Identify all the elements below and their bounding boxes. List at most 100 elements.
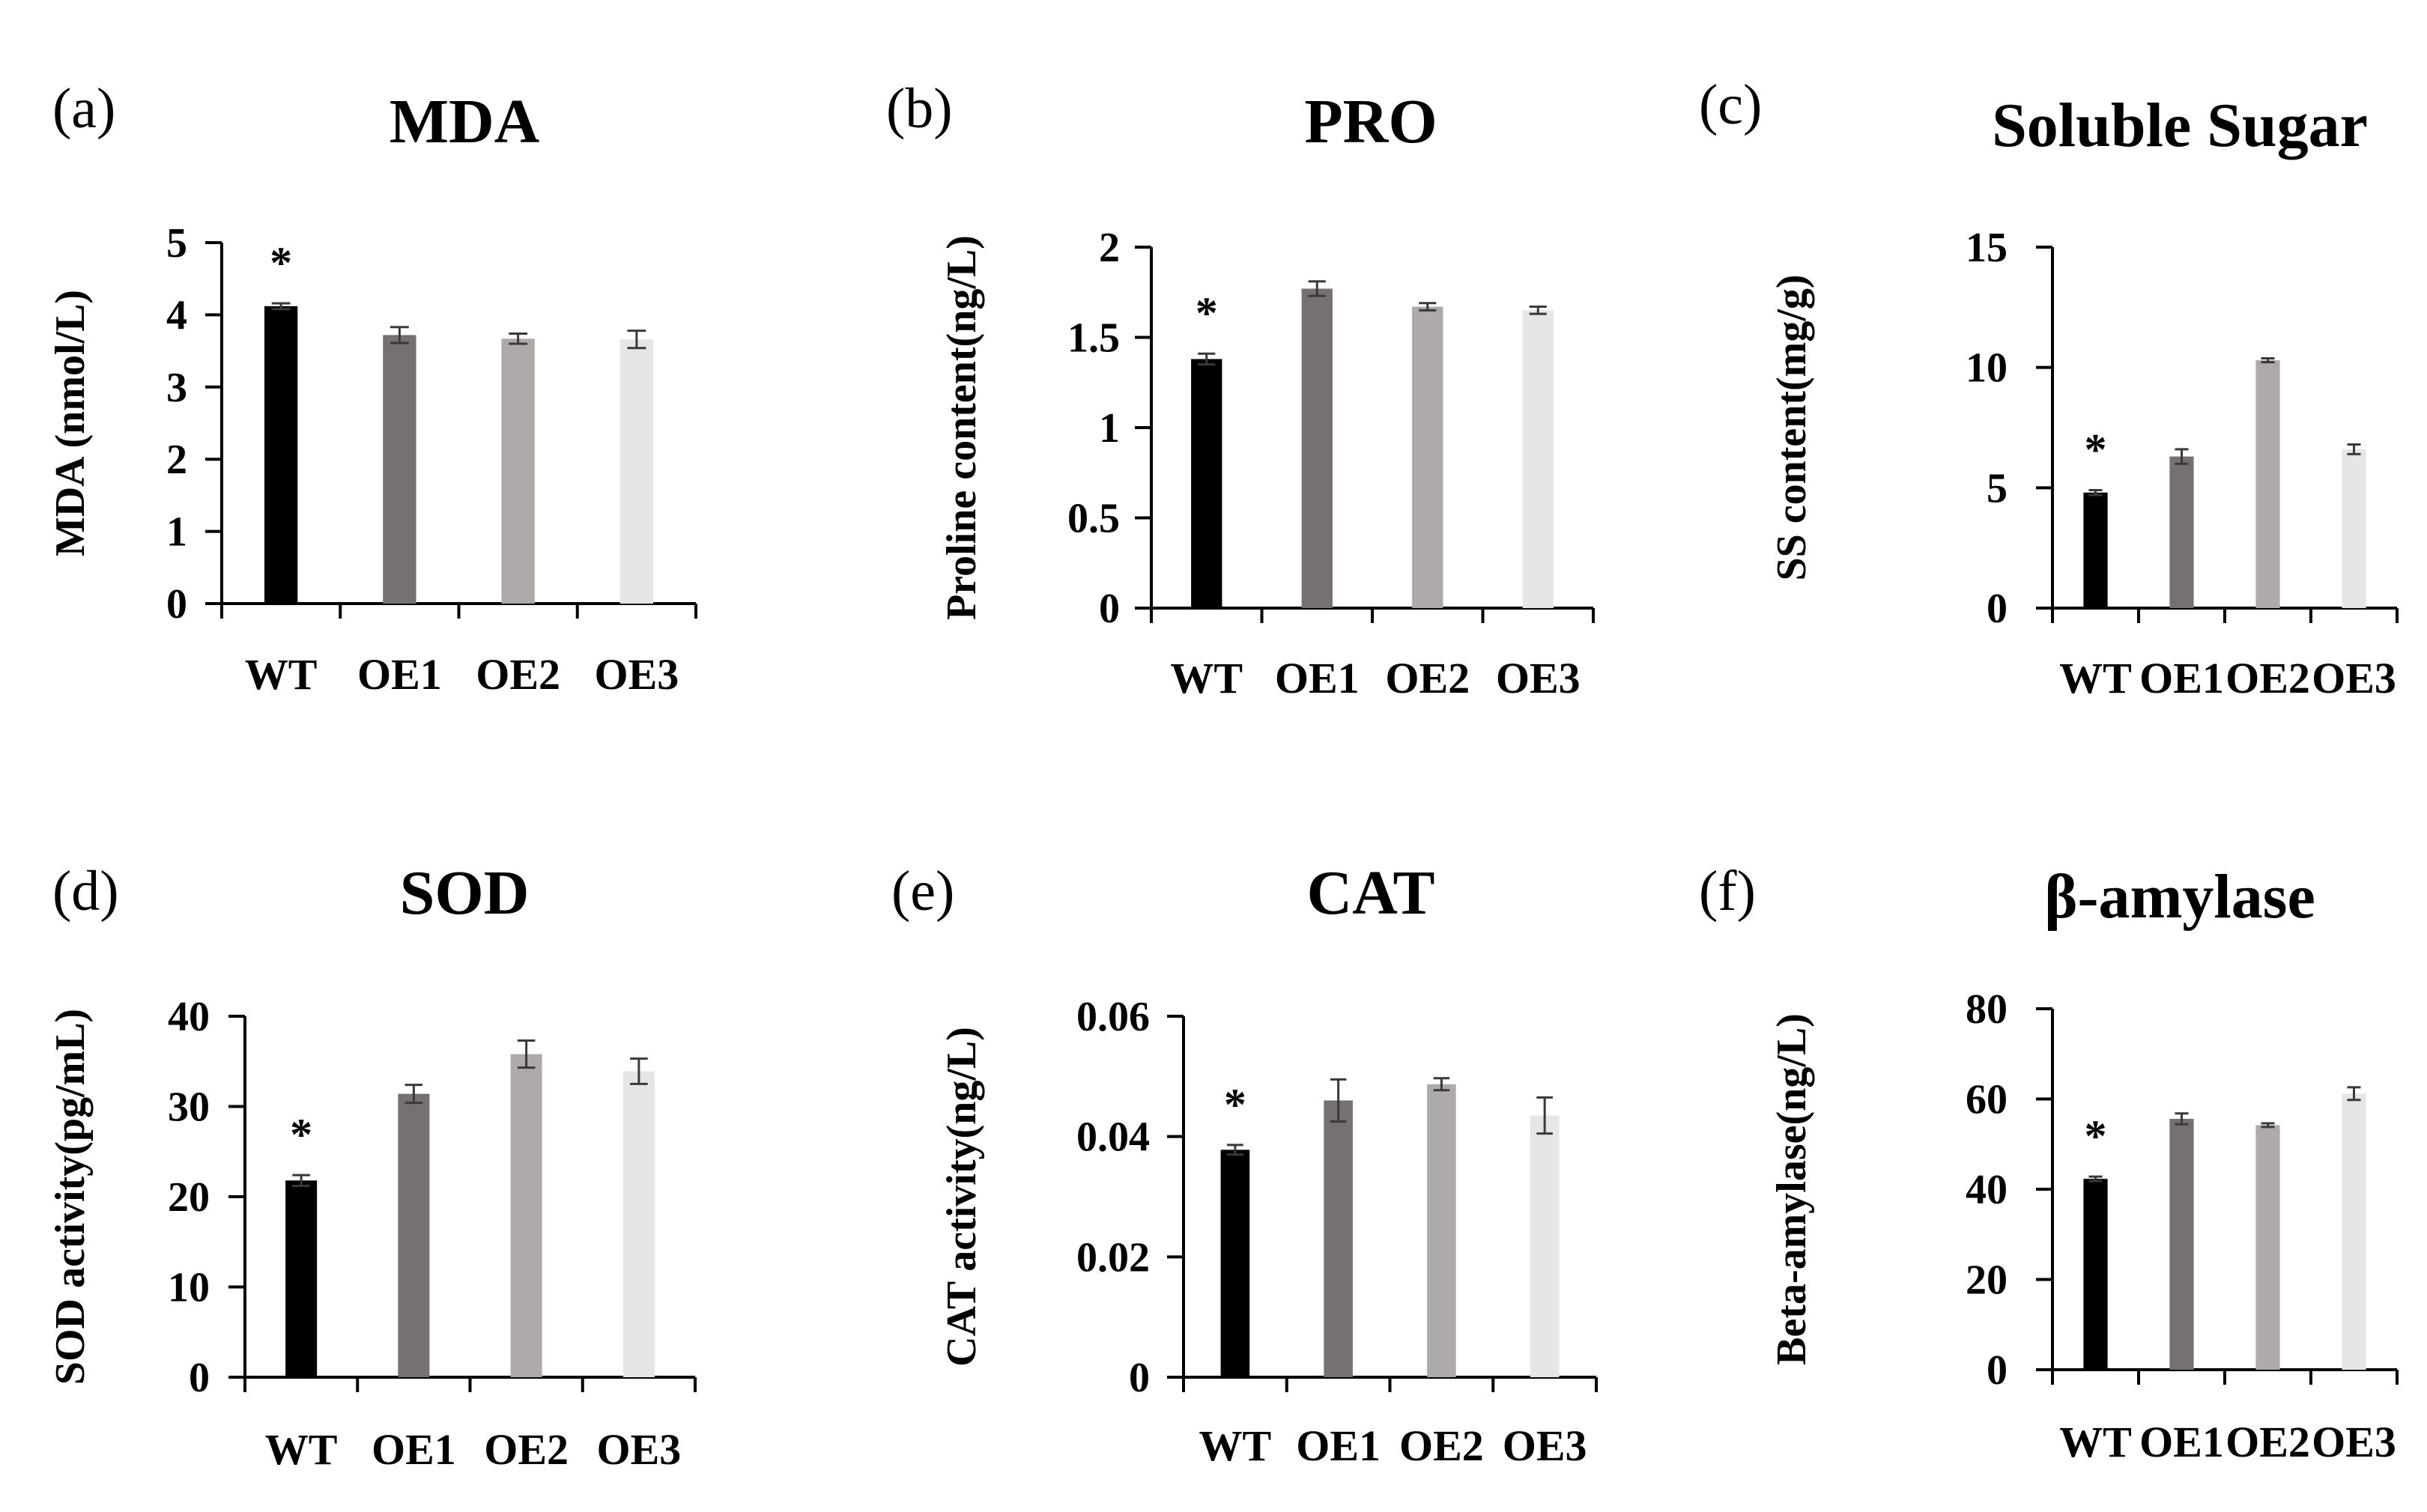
y-tick-label: 15 bbox=[1966, 225, 2008, 271]
bar-wt bbox=[264, 306, 298, 604]
bar-oe1 bbox=[1324, 1100, 1353, 1377]
chart-panel-5: (e) CAT CAT activity(ng/L) 0 0.02 0.04 0.06 * WT… bbox=[891, 858, 1598, 1470]
y-tick-label: 1 bbox=[166, 509, 187, 556]
y-tick-label: 0 bbox=[1129, 1355, 1150, 1401]
bar-oe3 bbox=[619, 339, 654, 604]
x-tick-label: OE3 bbox=[1496, 654, 1581, 702]
bar-oe3 bbox=[2342, 449, 2366, 608]
bar-oe2 bbox=[2255, 360, 2280, 608]
panel-letter: (b) bbox=[886, 77, 953, 140]
bar-oe3 bbox=[622, 1071, 655, 1377]
chart-title: Soluble Sugar bbox=[1992, 91, 2368, 160]
y-tick-label: 0.04 bbox=[1076, 1114, 1150, 1161]
x-tick-label: WT bbox=[2059, 654, 2132, 702]
bar-oe2 bbox=[510, 1054, 542, 1377]
x-tick-label: OE1 bbox=[1296, 1421, 1381, 1470]
chart-title: CAT bbox=[1306, 858, 1434, 928]
bar-oe1 bbox=[398, 1093, 430, 1377]
x-tick-label: OE3 bbox=[596, 1425, 681, 1474]
y-tick-label: 60 bbox=[1966, 1077, 2008, 1123]
chart-panel-1: (a) MDA MDA (nmol/L) 0 1 2 3 4 5 * WT OE1 OE2 OE3 bbox=[47, 77, 697, 699]
y-axis-title: SS content(mg/g) bbox=[1769, 274, 1815, 580]
y-axis-title: CAT activity(ng/L) bbox=[939, 1027, 985, 1367]
chart-title: MDA bbox=[390, 87, 540, 157]
x-tick-label: OE2 bbox=[1399, 1421, 1484, 1470]
y-tick-label: 5 bbox=[1987, 465, 2008, 511]
y-tick-label: 40 bbox=[1966, 1167, 2008, 1213]
x-tick-label: OE2 bbox=[476, 650, 560, 699]
x-tick-label: OE3 bbox=[1503, 1421, 1587, 1470]
chart-panel-6: (f) β-amylase Beta-amylase(ng/L) 0 20 40 60 80 *… bbox=[1699, 860, 2399, 1466]
bar-oe2 bbox=[501, 338, 535, 604]
x-tick-label: OE3 bbox=[2312, 654, 2396, 702]
x-tick-label: OE2 bbox=[484, 1425, 569, 1474]
x-tick-label: OE3 bbox=[594, 650, 679, 699]
bar-wt bbox=[1191, 359, 1222, 608]
y-tick-label: 2 bbox=[166, 437, 187, 483]
y-tick-label: 0 bbox=[1987, 1347, 2008, 1394]
chart-title: PRO bbox=[1304, 87, 1437, 157]
y-tick-label: 40 bbox=[168, 994, 210, 1040]
x-tick-label: OE3 bbox=[2312, 1418, 2396, 1466]
chart-title: β-amylase bbox=[2044, 862, 2315, 932]
significance-marker: * bbox=[1224, 1080, 1246, 1129]
y-tick-label: 80 bbox=[1966, 986, 2008, 1033]
bar-wt bbox=[2083, 492, 2108, 608]
y-tick-label: 0.02 bbox=[1076, 1234, 1150, 1281]
y-tick-label: 3 bbox=[166, 365, 187, 411]
y-tick-label: 0 bbox=[189, 1355, 210, 1401]
significance-marker: * bbox=[1196, 288, 1218, 338]
y-tick-label: 30 bbox=[168, 1084, 210, 1131]
x-tick-label: WT bbox=[1170, 654, 1243, 702]
y-tick-label: 0.5 bbox=[1067, 496, 1120, 542]
chart-panel-3: (c) Soluble Sugar SS content(mg/g) 0 5 10 15 * W… bbox=[1699, 73, 2399, 702]
y-tick-label: 1.5 bbox=[1067, 315, 1120, 362]
x-tick-label: OE1 bbox=[2139, 654, 2224, 702]
y-axis-title: SOD activity(pg/mL) bbox=[47, 1009, 94, 1385]
y-tick-label: 0 bbox=[1987, 586, 2008, 632]
y-tick-label: 5 bbox=[166, 220, 187, 267]
y-tick-label: 10 bbox=[1966, 345, 2008, 392]
y-tick-label: 20 bbox=[168, 1174, 210, 1221]
x-tick-label: WT bbox=[245, 650, 318, 699]
y-tick-label: 10 bbox=[168, 1265, 210, 1311]
bar-wt bbox=[285, 1180, 318, 1377]
bar-oe1 bbox=[2169, 1119, 2194, 1370]
y-tick-label: 0 bbox=[166, 581, 187, 628]
x-tick-label: OE2 bbox=[2225, 654, 2310, 702]
bar-oe2 bbox=[2255, 1125, 2280, 1370]
x-tick-label: OE2 bbox=[1385, 654, 1470, 702]
y-tick-label: 2 bbox=[1099, 225, 1120, 271]
panel-letter: (a) bbox=[52, 77, 115, 140]
bar-oe3 bbox=[2342, 1093, 2366, 1370]
chart-panel-4: (d) SOD SOD activity(pg/mL) 0 10 20 30 40 * WT OE1… bbox=[47, 858, 697, 1474]
significance-marker: * bbox=[2085, 1111, 2107, 1161]
y-tick-label: 0.06 bbox=[1076, 994, 1150, 1040]
panel-letter: (f) bbox=[1699, 860, 1756, 923]
y-axis-title: Beta-amylase(ng/L) bbox=[1769, 1013, 1815, 1365]
x-tick-label: OE1 bbox=[372, 1425, 456, 1474]
x-tick-label: OE1 bbox=[357, 650, 442, 699]
x-tick-label: WT bbox=[1199, 1421, 1272, 1470]
x-tick-label: WT bbox=[2059, 1418, 2132, 1466]
chart-title: SOD bbox=[400, 858, 530, 928]
y-axis-title: MDA (nmol/L) bbox=[47, 290, 94, 556]
y-tick-label: 20 bbox=[1966, 1257, 2008, 1304]
bar-oe1 bbox=[2169, 456, 2194, 608]
chart-panel-2: (b) PRO Proline content(ng/L) 0 0.5 1 1.5 2 * WT O… bbox=[886, 77, 1595, 702]
x-tick-label: WT bbox=[265, 1425, 338, 1474]
significance-marker: * bbox=[290, 1110, 312, 1159]
bar-oe1 bbox=[1301, 288, 1333, 608]
y-tick-label: 1 bbox=[1099, 405, 1120, 452]
x-tick-label: OE2 bbox=[2225, 1418, 2310, 1466]
panel-letter: (c) bbox=[1699, 73, 1762, 136]
y-axis-title: Proline content(ng/L) bbox=[939, 235, 985, 620]
bar-oe1 bbox=[383, 335, 416, 604]
significance-marker: * bbox=[270, 238, 292, 288]
panel-letter: (d) bbox=[52, 860, 119, 923]
x-tick-label: OE1 bbox=[1275, 654, 1360, 702]
bar-wt bbox=[1220, 1150, 1250, 1377]
bar-wt bbox=[2083, 1179, 2108, 1370]
bar-oe2 bbox=[1412, 306, 1443, 608]
bar-oe3 bbox=[1522, 310, 1554, 608]
